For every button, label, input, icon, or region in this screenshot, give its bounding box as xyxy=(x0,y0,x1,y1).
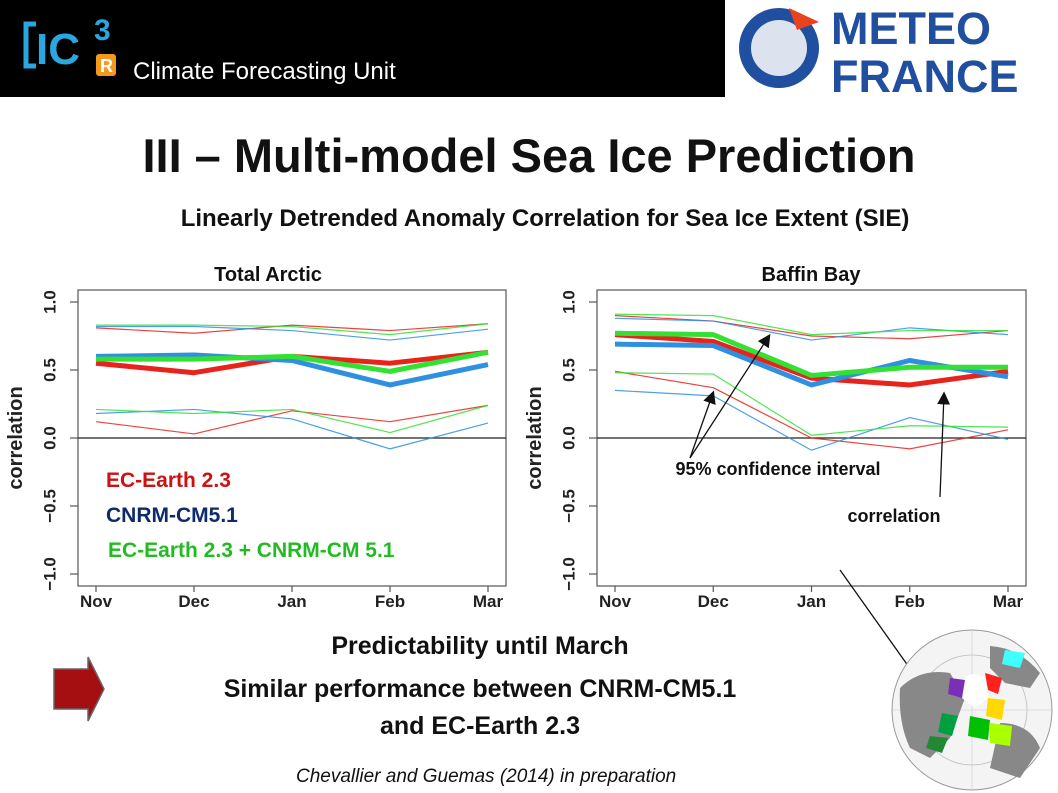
arrow-ci-upper xyxy=(689,333,771,459)
y-tick-label: 0.5 xyxy=(560,358,579,382)
conclusion-line-3: and EC-Earth 2.3 xyxy=(379,712,581,740)
series-line-ci_lower xyxy=(95,408,489,450)
svg-text:3: 3 xyxy=(94,14,111,47)
svg-text:FRANCE: FRANCE xyxy=(831,51,1019,97)
slide-title: III – Multi-model Sea Ice Prediction xyxy=(142,129,916,182)
chart-legend: EC-Earth 2.3 CNRM-CM5.1 EC-Earth 2.3 + CNR… xyxy=(106,469,395,562)
x-tick-label: Feb xyxy=(895,592,925,611)
chart-1: Total Arctic −1.0 −0.5 0.0 0.5 1.0 correlation… xyxy=(5,264,507,611)
x-tick-label: Feb xyxy=(375,592,405,611)
x-tick-label: Jan xyxy=(277,592,306,611)
series-line-correlation xyxy=(95,352,489,388)
y-tick-label: 0.0 xyxy=(560,426,579,450)
series-line-ci_lower xyxy=(614,372,1009,436)
arrow-ci-lower xyxy=(689,390,716,459)
series-line-ci_lower xyxy=(95,404,489,434)
arctic-map-image xyxy=(891,629,1053,791)
series-line-ci_upper xyxy=(96,323,489,336)
meteo-france-logo: METEO FRANCE xyxy=(727,0,1058,102)
legend-entry: CNRM-CM5.1 xyxy=(106,504,238,527)
citation: Chevallier and Guemas (2014) in preparat… xyxy=(296,766,677,787)
y-tick-label: −0.5 xyxy=(41,489,60,523)
y-tick-label: −1.0 xyxy=(560,557,579,591)
x-tick-label: Nov xyxy=(599,592,632,611)
svg-text:IC: IC xyxy=(36,25,80,74)
svg-text:R: R xyxy=(100,56,113,76)
chart-title: Baffin Bay xyxy=(762,264,862,286)
series-line-correlation xyxy=(614,330,1008,378)
series-line-ci_upper xyxy=(96,325,489,341)
series-line-ci_lower xyxy=(95,404,489,435)
series-line-correlation xyxy=(614,332,1009,388)
x-tick-label: Dec xyxy=(698,592,729,611)
chart-2: Baffin Bay −1.0 −0.5 0.0 0.5 1.0 correlation No… xyxy=(524,264,1027,611)
y-tick-label: −1.0 xyxy=(41,557,60,591)
annotations: 95% confidence interval correlation xyxy=(675,333,951,725)
annotation-ci: 95% confidence interval xyxy=(675,459,880,479)
chart-title: Total Arctic xyxy=(214,264,322,286)
arrow-correlation xyxy=(937,391,951,498)
header-bar: IC 3 R Climate Forecasting Unit xyxy=(0,0,725,97)
conclusion-line-2: Similar performance between CNRM-CM5.1 xyxy=(223,675,737,703)
unit-name: Climate Forecasting Unit xyxy=(133,58,396,85)
x-tick-label: Jan xyxy=(797,592,826,611)
series-line-correlation xyxy=(96,349,489,374)
y-tick-label: 1.0 xyxy=(41,290,60,314)
slide-subtitle: Linearly Detrended Anomaly Correlation f… xyxy=(180,205,910,232)
y-tick-label: 0.0 xyxy=(41,426,60,450)
legend-entry: EC-Earth 2.3 xyxy=(106,469,231,492)
y-axis-label: correlation xyxy=(524,386,546,489)
series-line-ci_upper xyxy=(95,323,489,334)
arrow-right-icon xyxy=(53,656,105,722)
x-tick-label: Nov xyxy=(80,592,113,611)
annotation-correlation: correlation xyxy=(847,506,940,526)
y-tick-label: −0.5 xyxy=(560,489,579,523)
svg-text:METEO: METEO xyxy=(831,3,991,54)
y-axis-label: correlation xyxy=(5,386,27,489)
conclusion-line-1: Predictability until March xyxy=(331,632,629,660)
y-tick-label: 1.0 xyxy=(560,290,579,314)
series-line-ci_upper xyxy=(614,315,1009,340)
legend-entry: EC-Earth 2.3 + CNRM-CM 5.1 xyxy=(108,539,395,562)
x-tick-label: Mar xyxy=(993,592,1024,611)
ic3-logo: IC 3 R xyxy=(23,14,116,76)
series-line-ci_upper xyxy=(614,313,1008,336)
x-tick-label: Mar xyxy=(473,592,504,611)
y-tick-label: 0.5 xyxy=(41,358,60,382)
x-tick-label: Dec xyxy=(178,592,209,611)
